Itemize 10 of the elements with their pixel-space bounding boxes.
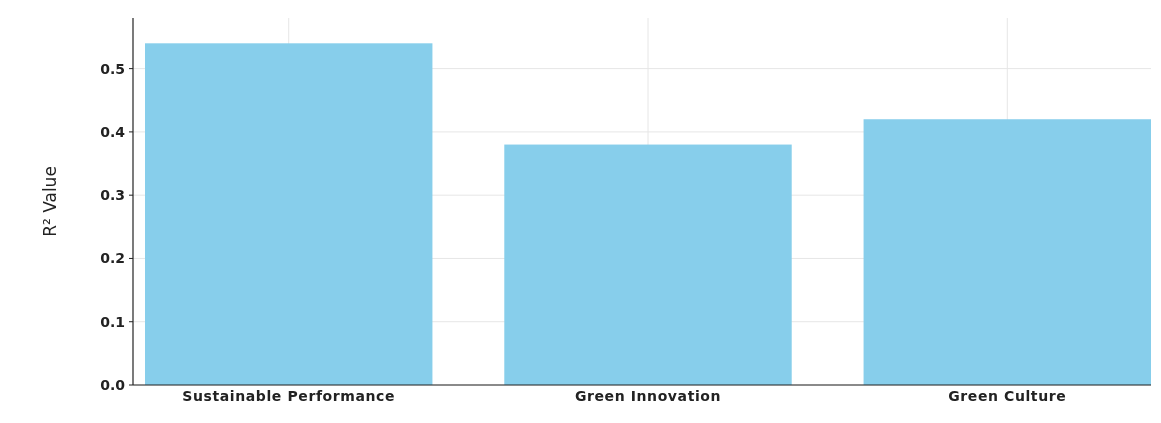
y-tick-label: 0.5: [100, 60, 125, 77]
y-tick-label: 0.0: [100, 376, 126, 393]
y-tick-label: 0.1: [100, 313, 125, 330]
y-axis-title: R² Value: [40, 166, 60, 237]
y-tick-label: 0.2: [100, 250, 125, 267]
y-tick-label: 0.4: [100, 123, 126, 140]
x-tick-label: Sustainable Performance: [182, 388, 396, 404]
x-tick-label: Green Innovation: [574, 388, 722, 404]
x-tick-label: Green Culture: [948, 388, 1067, 404]
y-tick-label: 0.3: [100, 187, 125, 204]
